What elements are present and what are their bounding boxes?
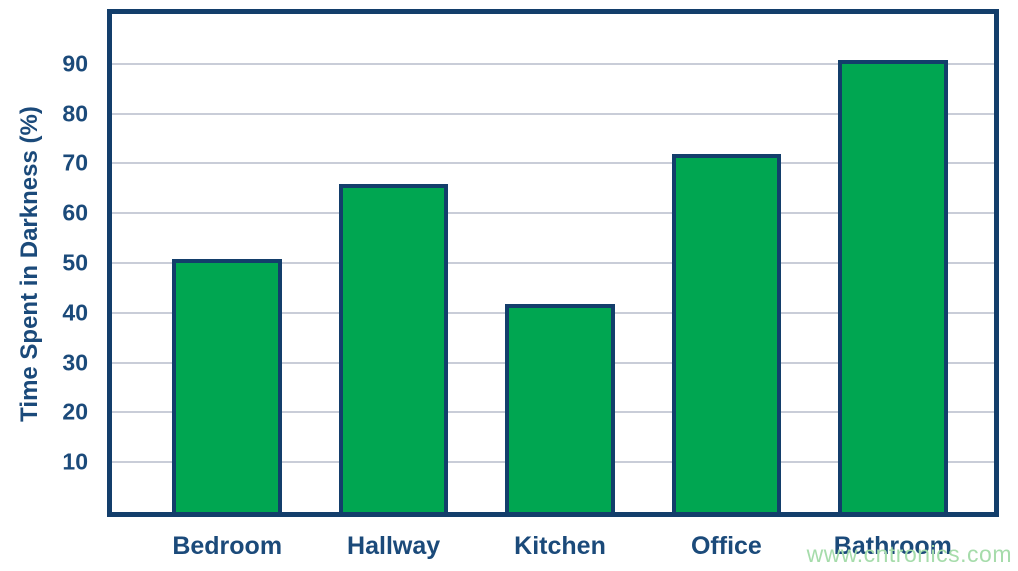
bars-container bbox=[112, 14, 994, 512]
bar-slot-bathroom bbox=[810, 14, 976, 512]
y-tick-label-70: 70 bbox=[62, 149, 88, 176]
y-tick-label-50: 50 bbox=[62, 249, 88, 276]
y-tick-label-20: 20 bbox=[62, 398, 88, 425]
bar-hallway bbox=[338, 184, 449, 512]
y-axis-tick-labels: 10 20 30 40 50 60 70 80 90 bbox=[0, 14, 100, 512]
y-tick-label-10: 10 bbox=[62, 448, 88, 475]
gridline-90 bbox=[112, 62, 994, 65]
y-tick-label-40: 40 bbox=[62, 299, 88, 326]
bar-slot-kitchen bbox=[477, 14, 643, 512]
gridline-80 bbox=[112, 112, 994, 115]
x-axis-category-labels: Bedroom Hallway Kitchen Office Bathroom bbox=[112, 517, 994, 571]
bar-office bbox=[671, 154, 782, 512]
bar-slot-office bbox=[643, 14, 809, 512]
plot-area bbox=[107, 9, 999, 517]
watermark-text: www.cntronics.com bbox=[806, 541, 1012, 567]
x-label-kitchen: Kitchen bbox=[514, 532, 606, 560]
bar-bedroom bbox=[172, 259, 282, 512]
y-tick-label-30: 30 bbox=[62, 349, 88, 376]
x-label-hallway: Hallway bbox=[347, 532, 441, 560]
y-tick-label-80: 80 bbox=[62, 100, 88, 127]
bar-slot-hallway bbox=[310, 14, 476, 512]
bar-kitchen bbox=[505, 303, 615, 512]
y-tick-label-90: 90 bbox=[62, 50, 88, 77]
x-label-bathroom: Bathroom bbox=[833, 532, 952, 560]
gridline-70 bbox=[112, 162, 994, 165]
gridline-60 bbox=[112, 212, 994, 215]
bar-slot-bedroom bbox=[144, 14, 310, 512]
bar-bathroom bbox=[838, 59, 948, 512]
x-label-office: Office bbox=[690, 532, 762, 560]
gridline-50 bbox=[112, 262, 994, 264]
x-label-bedroom: Bedroom bbox=[172, 532, 283, 560]
y-tick-label-60: 60 bbox=[62, 199, 88, 226]
